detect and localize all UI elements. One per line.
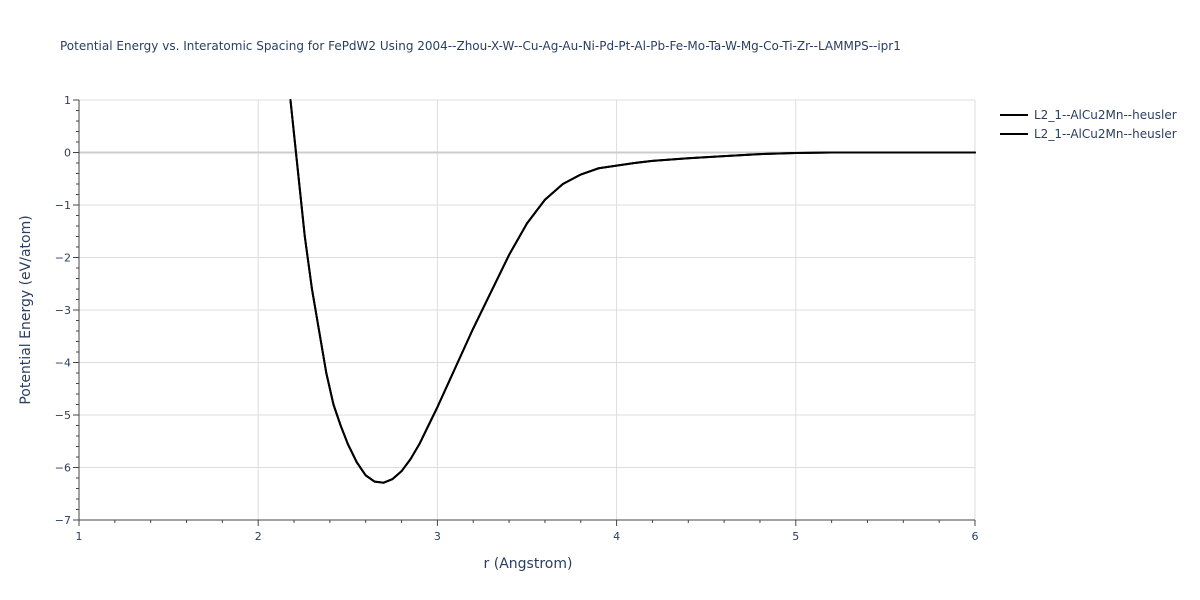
series-line-1 [289,99,976,484]
legend: L2_1--AlCu2Mn--heusler L2_1--AlCu2Mn--heu… [1000,108,1177,141]
series-line-2 [289,99,976,484]
y-tick-label: −5 [55,409,71,422]
series-layer [289,99,976,484]
y-axis-title: Potential Energy (eV/atom) [18,215,34,404]
legend-label: L2_1--AlCu2Mn--heusler [1034,127,1177,141]
y-tick-label: 1 [64,94,71,107]
x-tick-label: 6 [972,530,979,543]
x-tick-label: 4 [613,530,620,543]
legend-label: L2_1--AlCu2Mn--heusler [1034,108,1177,122]
y-tick-label: −1 [55,199,71,212]
chart-title: Potential Energy vs. Interatomic Spacing… [60,39,901,53]
y-tick-label: −2 [55,252,71,265]
y-tick-label: −6 [55,462,71,475]
axes: 1 2 3 4 5 6 1 0 −1 −2 −3 −4 −5 −6 −7 [55,94,979,543]
x-tick-label: 5 [792,530,799,543]
y-tick-label: 0 [64,147,71,160]
grid [79,99,976,520]
x-tick-label: 1 [76,530,83,543]
y-tick-label: −4 [55,357,71,370]
y-tick-label: −3 [55,304,71,317]
y-tick-label: −7 [55,514,71,527]
x-axis-title: r (Angstrom) [484,556,573,572]
x-tick-label: 3 [434,530,441,543]
x-tick-label: 2 [255,530,262,543]
